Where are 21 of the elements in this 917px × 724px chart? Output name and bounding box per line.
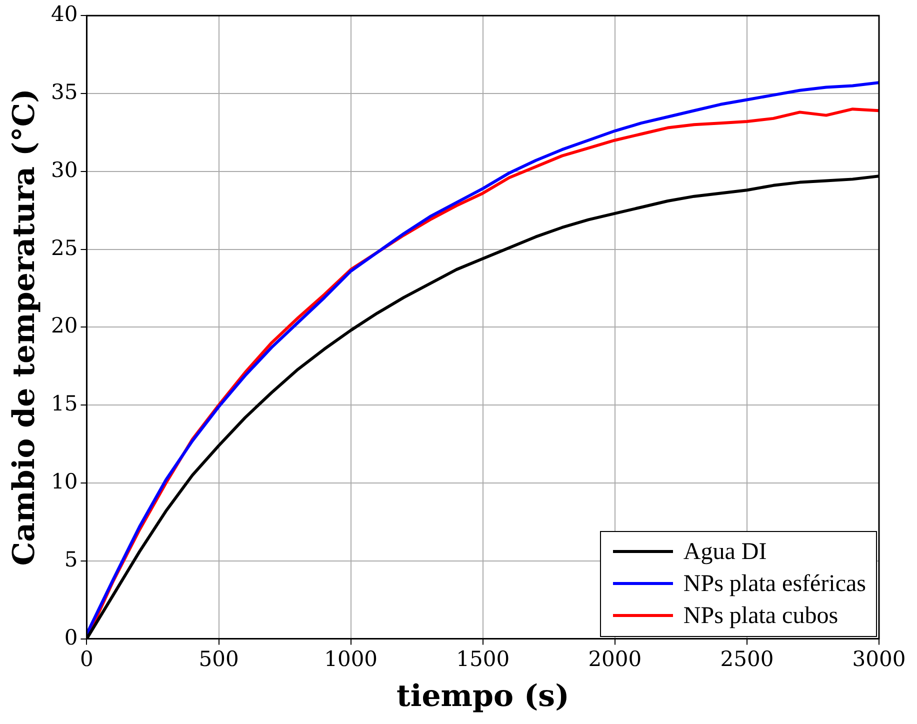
legend-label: NPs plata esféricas: [683, 570, 866, 599]
y-tick-label: 20: [50, 314, 78, 338]
x-tick-label: 1000: [324, 646, 378, 671]
legend-label: Agua DI: [683, 538, 767, 567]
y-tick-label: 30: [50, 158, 78, 182]
x-axis-title: tiempo (s): [396, 678, 570, 714]
y-axis-title: Cambio de temperatura (°C): [6, 88, 42, 566]
x-tick-label: 2000: [588, 646, 642, 671]
legend-label: NPs plata cubos: [683, 602, 838, 631]
y-tick-label: 25: [50, 236, 78, 260]
x-tick-label: 1500: [456, 646, 510, 671]
y-tick-label: 40: [50, 2, 78, 26]
x-tick-label: 3000: [852, 646, 906, 671]
x-tick-label: 0: [80, 646, 94, 671]
y-tick-label: 10: [50, 469, 78, 494]
x-tick-label: 500: [198, 646, 239, 671]
y-tick-label: 5: [64, 547, 78, 572]
y-tick-label: 0: [64, 625, 78, 650]
y-tick-label: 35: [50, 80, 78, 104]
x-tick-label: 2500: [720, 646, 774, 671]
y-tick-label: 15: [50, 392, 78, 416]
